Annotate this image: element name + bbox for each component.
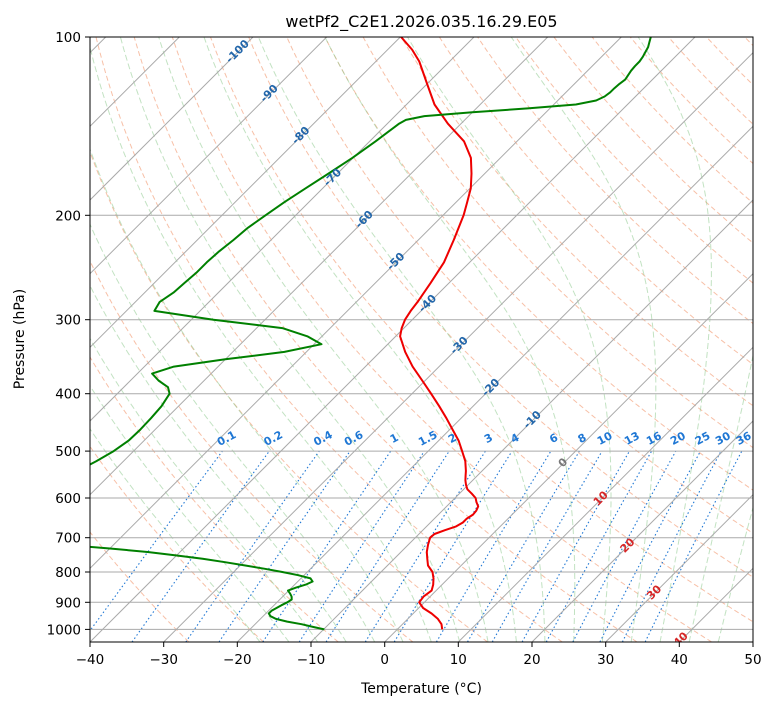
x-tick-label: 10 [450, 652, 467, 668]
y-tick-label: 600 [55, 491, 81, 507]
dry-adiabat-line [515, 37, 753, 284]
dry-adiabat-line [248, 37, 753, 578]
isotherm-line [90, 37, 622, 570]
x-axis-ticks: −40 −30 −20 −10 0 10 20 30 40 50 [76, 642, 762, 668]
dry-adiabat-line [400, 37, 753, 407]
isotherm-line [310, 199, 753, 642]
y-tick-label: 1000 [47, 622, 81, 638]
dewpoint-profile-line [90, 37, 652, 631]
moist-adiabat-line [119, 37, 461, 642]
y-tick-label: 700 [55, 531, 81, 547]
mixing-ratio-label: 16 [644, 429, 664, 448]
y-tick-label: 800 [55, 565, 81, 581]
isotherm-line [90, 37, 696, 642]
x-tick-label: −10 [297, 652, 326, 668]
dry-adiabat-line [171, 37, 712, 642]
x-tick-label: −40 [76, 652, 105, 668]
isotherms [90, 37, 753, 642]
dry-adiabat-line [438, 37, 753, 366]
isotherm-line [90, 37, 328, 275]
y-tick-label: 400 [55, 387, 81, 403]
dry-adiabat-line [95, 37, 563, 642]
moist-adiabats [90, 37, 753, 642]
dry-adiabat-line [90, 531, 190, 642]
y-tick-label: 300 [55, 313, 81, 329]
mixing-ratio-label: 10 [595, 429, 615, 448]
moist-adiabat-line [637, 37, 712, 642]
moist-adiabat-line [90, 427, 261, 642]
moist-adiabat-line [90, 284, 347, 642]
x-tick-label: −20 [223, 652, 252, 668]
x-tick-label: 40 [671, 652, 688, 668]
isotherm-line [90, 37, 549, 496]
mixing-ratio-line [572, 450, 677, 642]
moist-adiabat-line [688, 353, 753, 642]
mixing-ratio-line [218, 450, 351, 642]
mixing-ratio-label: 36 [734, 429, 754, 448]
mixing-ratio-line [298, 450, 425, 642]
isotherm-line [384, 272, 753, 642]
sounding-series [90, 37, 652, 631]
moist-adiabat-line [324, 37, 576, 642]
isotherm-line [163, 51, 753, 642]
mixing-ratio-line [393, 450, 513, 642]
dry-adiabat-line [324, 37, 753, 491]
x-axis-title: Temperature (°C) [360, 681, 482, 697]
mixing-ratio-lines [90, 450, 743, 642]
dry-adiabat-line [210, 37, 753, 623]
moist-adiabat-line [90, 337, 319, 642]
moist-adiabat-line [90, 44, 432, 642]
isotherm-line [90, 37, 254, 201]
x-tick-label: 0 [380, 652, 389, 668]
mixing-ratio-line [131, 450, 270, 642]
y-tick-label: 200 [55, 208, 81, 224]
x-tick-label: 30 [597, 652, 614, 668]
x-tick-label: −30 [149, 652, 178, 668]
temperature-profile-line [399, 37, 480, 630]
dry-adiabat-line [90, 150, 488, 642]
isotherm-line [90, 37, 475, 422]
moist-adiabat-line [510, 37, 657, 642]
isobars [90, 37, 753, 630]
mixing-ratio-line [325, 450, 450, 642]
y-axis-ticks: 100 200 300 400 500 600 700 800 900 1000 [47, 30, 90, 638]
y-tick-label: 900 [55, 595, 81, 611]
mixing-ratio-line [90, 450, 223, 632]
isotherm-line [457, 346, 753, 642]
moist-adiabat-line [90, 222, 376, 642]
x-tick-label: 50 [744, 652, 761, 668]
isotherm-line [531, 420, 753, 642]
moist-adiabat-line [90, 147, 404, 642]
plot-frame [89, 36, 754, 643]
moist-adiabat-line [407, 37, 612, 642]
y-axis-title: Pressure (hPa) [12, 289, 28, 389]
isotherm-line [605, 493, 753, 642]
mixing-ratio-line [545, 450, 653, 642]
y-tick-label: 100 [55, 30, 81, 46]
mixing-ratio-label: 20 [668, 429, 688, 448]
chart-title: wetPf2_C2E1.2026.035.16.29.E05 [285, 12, 557, 32]
mixing-ratio-label: 30 [713, 429, 733, 448]
dry-adiabat-line [133, 37, 638, 642]
x-tick-label: 20 [523, 652, 540, 668]
mixing-ratio-label: 13 [622, 429, 642, 448]
mixing-ratio-line [521, 450, 630, 642]
mixing-ratio-line [644, 450, 743, 642]
isotherm-line [236, 125, 753, 642]
dry-adiabat-line [90, 356, 339, 642]
mixing-ratio-line [185, 450, 320, 642]
moist-adiabat-line [257, 37, 546, 642]
dry-adiabat-line [90, 445, 264, 642]
mixing-ratio-label: 25 [693, 429, 713, 448]
y-tick-label: 500 [55, 444, 81, 460]
isotherm-line [90, 37, 401, 349]
moist-adiabat-line [90, 384, 290, 642]
moist-adiabat-line [158, 37, 489, 642]
moist-adiabat-line [203, 37, 517, 642]
